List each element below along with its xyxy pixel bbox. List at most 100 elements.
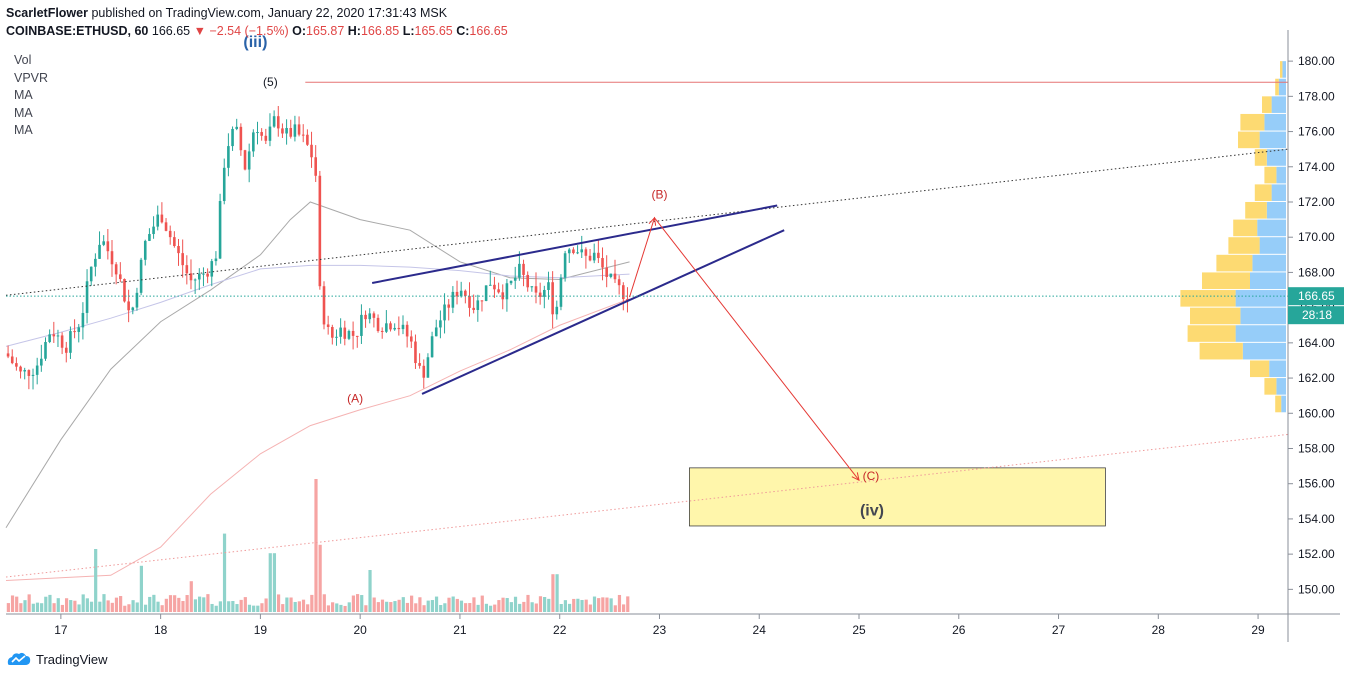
volume-bar <box>401 597 405 612</box>
price-tick-label: 164.00 <box>1298 336 1335 350</box>
volume-bar <box>102 594 106 612</box>
volume-bar <box>414 603 418 612</box>
candle-body <box>214 258 218 262</box>
volume-bar <box>339 604 343 612</box>
volume-bar <box>326 605 331 612</box>
profile-down-bar <box>1190 307 1241 325</box>
candle-body <box>231 128 234 147</box>
candle-body <box>613 273 617 280</box>
candle-body <box>48 334 51 343</box>
profile-up-bar <box>1259 237 1286 254</box>
candle-body <box>152 226 155 235</box>
volume-bar <box>35 602 40 612</box>
candle-body <box>235 126 239 129</box>
candle-body <box>410 336 413 342</box>
candle-body <box>505 283 509 300</box>
candle-body <box>559 277 563 307</box>
indicator-ma-3[interactable]: MA <box>14 123 33 137</box>
indicator-vol[interactable]: Vol <box>14 53 32 67</box>
volume-bar <box>289 597 293 612</box>
profile-down-bar <box>1240 113 1265 131</box>
volume-bar <box>601 597 605 612</box>
candle-body <box>52 334 56 337</box>
candle-body <box>376 317 380 331</box>
profile-down-bar <box>1202 272 1250 290</box>
low-label: L: <box>402 24 415 38</box>
volume-bar <box>376 602 380 612</box>
indicator-vpvr[interactable]: VPVR <box>14 70 49 85</box>
profile-up-bar <box>1250 272 1286 290</box>
candle-body <box>227 146 230 168</box>
candle-body <box>601 258 604 268</box>
high-label: H: <box>347 24 361 38</box>
indicator-ma-2[interactable]: MA <box>14 105 33 120</box>
candle-body <box>247 151 251 170</box>
candle-body <box>164 222 168 231</box>
profile-up-bar <box>1257 219 1286 237</box>
candle-body <box>543 289 546 297</box>
brand-name: TradingView <box>36 651 108 667</box>
volume-bar <box>69 600 73 612</box>
volume-bar <box>451 596 455 612</box>
volume-bar <box>385 601 389 612</box>
volume-bar <box>231 600 235 612</box>
volume-bar <box>148 596 152 612</box>
candle-body <box>526 274 529 288</box>
volume-bar <box>173 595 177 612</box>
candle-body <box>289 127 293 137</box>
symbol-label[interactable]: COINBASE:ETHUSD, 60 <box>6 24 149 38</box>
volume-bar <box>152 594 156 612</box>
low-value: 165.65 <box>414 24 453 38</box>
volume-bar <box>459 600 464 612</box>
volume-bar <box>580 599 584 612</box>
volume-bar <box>210 603 214 612</box>
volume-bar <box>526 594 530 612</box>
time-tick-label: 22 <box>553 623 567 637</box>
candle-body <box>538 292 542 297</box>
author-name[interactable]: ScarletFlower <box>6 6 88 20</box>
candle-body <box>139 259 143 293</box>
high-value: 166.85 <box>360 24 400 38</box>
candle-body <box>69 331 72 353</box>
indicator-ma-1[interactable]: MA <box>14 88 33 102</box>
volume-bar <box>397 599 401 612</box>
volume-bar <box>10 595 15 612</box>
volume-bar <box>52 603 56 612</box>
candle-body <box>10 356 14 364</box>
price-tick-label: 156.00 <box>1298 477 1335 491</box>
volume-bar <box>94 549 98 612</box>
candle-body <box>252 132 255 152</box>
volume-bar <box>227 601 231 612</box>
volume-bar <box>605 597 609 612</box>
volume-bar <box>293 601 297 612</box>
volume-bar <box>422 605 426 612</box>
volume-bar <box>276 594 281 612</box>
price-tick-label: 174.00 <box>1298 160 1335 174</box>
volume-bar <box>260 603 264 612</box>
profile-up-bar <box>1281 395 1286 413</box>
chart-header: ScarletFlower published on TradingView.c… <box>6 4 508 40</box>
time-tick-label: 26 <box>952 623 966 637</box>
volume-bar <box>563 600 568 612</box>
profile-up-bar <box>1271 96 1286 113</box>
candle-body <box>360 314 363 336</box>
candle-body <box>98 244 101 259</box>
profile-down-bar <box>1254 184 1272 201</box>
candle-body <box>497 289 500 293</box>
volume-bar <box>559 604 563 612</box>
volume-bar <box>81 594 85 612</box>
candle-body <box>555 306 559 315</box>
candle-body <box>434 327 438 337</box>
candle-body <box>177 246 180 254</box>
volume-bar <box>114 597 119 612</box>
volume-bar <box>285 597 289 612</box>
footer-brand[interactable]: TradingView <box>6 651 108 667</box>
volume-bar <box>247 604 252 612</box>
candle-body <box>160 214 164 223</box>
volume-bar <box>235 604 239 612</box>
volume-bar <box>135 602 139 612</box>
candle-body <box>563 253 567 278</box>
candle-body <box>123 278 126 302</box>
candle-body <box>335 336 338 338</box>
